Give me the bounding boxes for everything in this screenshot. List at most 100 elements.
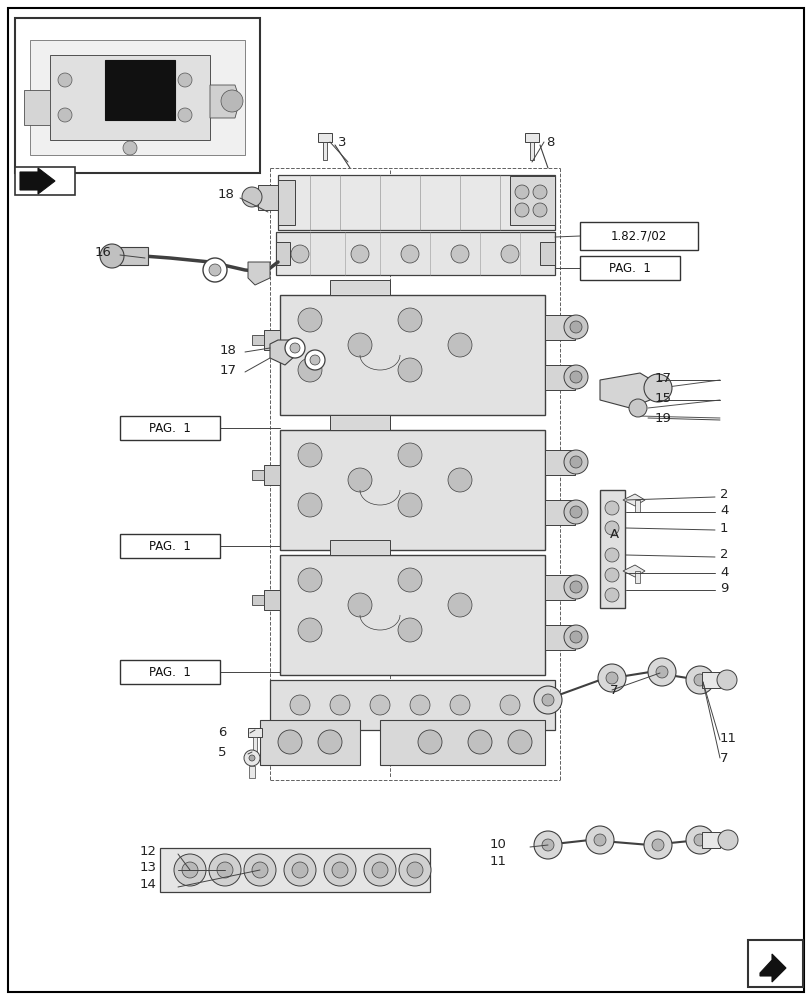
Circle shape [174,854,206,886]
Circle shape [329,695,350,715]
Circle shape [564,625,587,649]
Circle shape [418,730,441,754]
Circle shape [292,862,307,878]
Bar [579,256,679,280]
Bar [120,660,220,684]
Text: 4: 4 [719,566,727,578]
Polygon shape [622,565,644,577]
Circle shape [448,593,471,617]
Circle shape [178,108,191,122]
Text: 8: 8 [545,136,554,149]
Circle shape [182,862,198,878]
Text: 1.82.7/02: 1.82.7/02 [610,230,667,242]
Circle shape [569,506,581,518]
Text: 2: 2 [719,488,727,502]
Circle shape [397,568,422,592]
Polygon shape [634,500,639,512]
Text: 19: 19 [654,412,671,424]
Bar [747,940,802,987]
Polygon shape [247,728,262,737]
Circle shape [643,831,672,859]
Text: 14: 14 [139,878,157,891]
Polygon shape [599,490,624,608]
Circle shape [604,588,618,602]
Circle shape [534,831,561,859]
Polygon shape [544,500,574,525]
Text: PAG.  1: PAG. 1 [608,261,650,274]
Circle shape [564,575,587,599]
Circle shape [693,834,705,846]
Circle shape [249,755,255,761]
Polygon shape [276,242,290,265]
Polygon shape [599,373,654,408]
Polygon shape [702,832,719,848]
Polygon shape [270,340,294,365]
Circle shape [208,264,221,276]
Circle shape [285,338,305,358]
Circle shape [604,501,618,515]
Polygon shape [329,540,389,555]
Circle shape [467,730,491,754]
Circle shape [318,730,341,754]
Polygon shape [634,571,639,583]
Circle shape [410,695,430,715]
Circle shape [298,568,322,592]
Bar [15,18,260,173]
Text: 11: 11 [489,855,506,868]
Circle shape [594,834,605,846]
Circle shape [500,245,518,263]
Polygon shape [544,575,574,600]
Circle shape [298,308,322,332]
Circle shape [448,333,471,357]
Text: 13: 13 [139,861,157,874]
Circle shape [564,315,587,339]
Circle shape [655,666,667,678]
Polygon shape [264,590,280,610]
Circle shape [597,664,625,692]
Text: 10: 10 [489,838,506,851]
Circle shape [122,141,137,155]
Circle shape [693,674,705,686]
Polygon shape [270,680,554,730]
Polygon shape [280,295,544,415]
Circle shape [348,468,371,492]
Polygon shape [210,85,240,118]
Polygon shape [759,954,785,982]
Polygon shape [329,415,389,430]
Circle shape [604,521,618,535]
Circle shape [298,358,322,382]
Circle shape [569,321,581,333]
Circle shape [397,443,422,467]
Circle shape [178,73,191,87]
Polygon shape [260,720,359,765]
Circle shape [58,73,72,87]
Circle shape [350,245,368,263]
Circle shape [348,333,371,357]
Polygon shape [276,232,554,275]
Circle shape [290,695,310,715]
Circle shape [514,203,528,217]
Polygon shape [264,330,280,350]
Circle shape [298,493,322,517]
Text: PAG.  1: PAG. 1 [149,422,191,434]
Circle shape [406,862,423,878]
Circle shape [324,854,355,886]
Text: 2: 2 [719,548,727,562]
Bar [105,60,175,120]
Polygon shape [50,55,210,140]
Text: 5: 5 [217,746,226,758]
Circle shape [564,450,587,474]
Text: 3: 3 [337,136,346,149]
Circle shape [604,568,618,582]
Polygon shape [20,168,55,194]
Circle shape [717,830,737,850]
Circle shape [514,185,528,199]
Circle shape [332,862,348,878]
Polygon shape [264,465,280,485]
Circle shape [371,862,388,878]
Text: 17: 17 [220,363,237,376]
Circle shape [564,365,587,389]
Text: PAG.  1: PAG. 1 [149,666,191,678]
Text: 18: 18 [217,188,234,202]
Polygon shape [702,672,719,688]
